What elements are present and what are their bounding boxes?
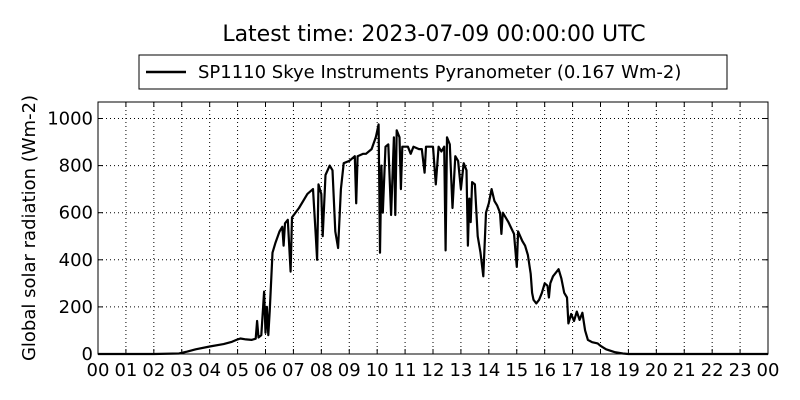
x-tick-labels: 00 01 02 03 04 05 06 07 08 09 10 11 12 13 14 15 16 17 18 19…: [87, 360, 780, 381]
y-tick-label: 600: [59, 203, 93, 224]
x-tick-label: 19: [617, 360, 640, 381]
x-tick-label: 00: [87, 360, 110, 381]
chart-title: Latest time: 2023-07-09 00:00:00 UTC: [222, 22, 645, 47]
y-tick-label: 200: [59, 297, 93, 318]
x-tick-label: 01: [114, 360, 137, 381]
x-tick-label: 22: [701, 360, 724, 381]
x-tick-label: 15: [505, 360, 528, 381]
x-tick-label: 10: [366, 360, 389, 381]
y-axis-label: Global solar radiation (Wm-2): [19, 95, 40, 361]
grid-lines: [98, 102, 768, 354]
x-tick-label: 00: [757, 360, 780, 381]
x-tick-label: 05: [226, 360, 249, 381]
x-tick-label: 09: [338, 360, 361, 381]
y-tick-label: 800: [59, 156, 93, 177]
x-tick-label: 14: [477, 360, 500, 381]
legend: SP1110 Skye Instruments Pyranometer (0.1…: [138, 54, 728, 90]
x-tick-label: 11: [394, 360, 417, 381]
x-tick-label: 07: [282, 360, 305, 381]
y-tick-label: 400: [59, 250, 93, 271]
x-tick-label: 03: [170, 360, 193, 381]
axis-ticks: [97, 102, 769, 355]
x-tick-label: 12: [422, 360, 445, 381]
x-tick-label: 08: [310, 360, 333, 381]
x-tick-label: 20: [645, 360, 668, 381]
x-tick-label: 17: [561, 360, 584, 381]
legend-label: SP1110 Skye Instruments Pyranometer (0.1…: [198, 62, 681, 83]
legend-box: [138, 54, 728, 90]
plot-frame: [97, 101, 769, 355]
y-tick-label: 0: [82, 344, 93, 365]
y-tick-label: 1000: [47, 108, 93, 129]
x-tick-label: 04: [198, 360, 221, 381]
series-line-sp1110: [98, 123, 768, 356]
x-tick-label: 02: [142, 360, 165, 381]
x-tick-label: 21: [673, 360, 696, 381]
y-tick-labels: 0 200 400 600 800 1000: [47, 108, 93, 365]
x-tick-label: 13: [449, 360, 472, 381]
x-tick-label: 23: [729, 360, 752, 381]
x-tick-label: 16: [533, 360, 556, 381]
x-tick-label: 06: [254, 360, 277, 381]
x-tick-label: 18: [589, 360, 612, 381]
